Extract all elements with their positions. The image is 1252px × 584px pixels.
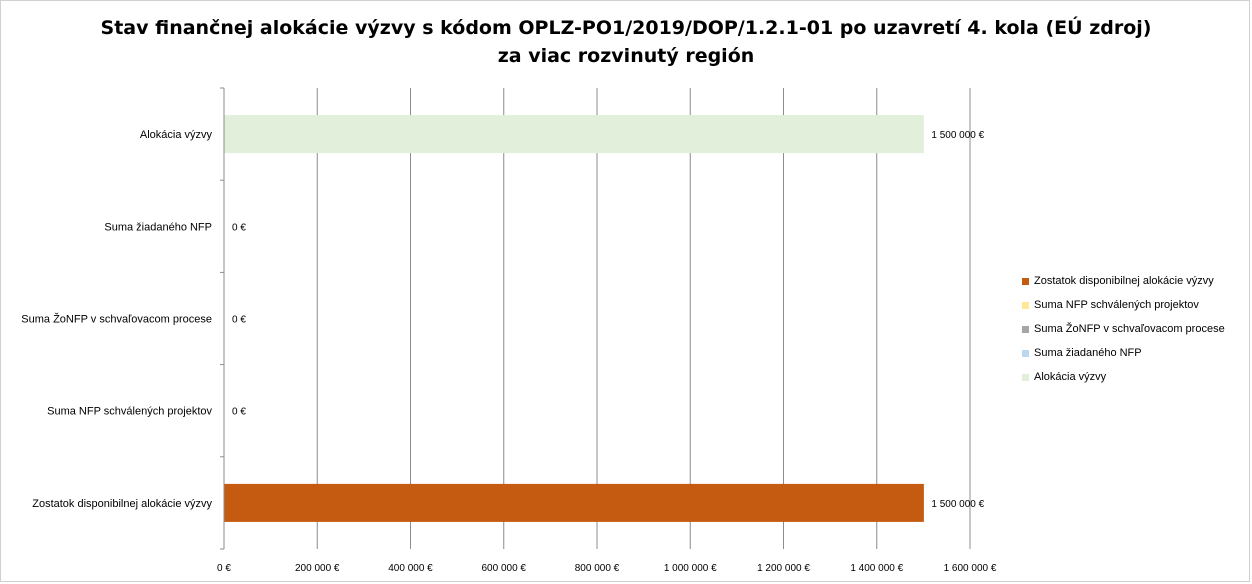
data-label-3: 0 € — [232, 407, 246, 418]
data-label-0: 1 500 000 € — [931, 130, 984, 141]
legend-swatch-1 — [1022, 301, 1029, 309]
category-label-0: Alokácia výzvy — [140, 129, 213, 141]
legend-item-3: Suma žiadaného NFP — [1022, 341, 1250, 365]
chart-title-line-2: za viac rozvinutý región — [497, 45, 755, 67]
legend-label-3: Suma žiadaného NFP — [1034, 347, 1142, 359]
legend-label-2: Suma ŽoNFP v schvaľovacom procese — [1034, 323, 1225, 335]
chart-title: Stav finančnej alokácie výzvy s kódom OP… — [0, 14, 1252, 70]
x-tick-label-5: 1 000 000 € — [664, 563, 717, 574]
category-label-3: Suma NFP schválených projektov — [47, 406, 212, 418]
category-label-4: Zostatok disponibilnej alokácie výzvy — [32, 498, 212, 510]
bar-4 — [224, 483, 924, 522]
category-label-2: Suma ŽoNFP v schvaľovacom procese — [21, 313, 212, 326]
x-tick-label-1: 200 000 € — [295, 563, 340, 574]
legend-swatch-0 — [1022, 277, 1029, 285]
data-label-4: 1 500 000 € — [931, 499, 984, 510]
legend-item-4: Alokácia výzvy — [1022, 365, 1250, 389]
legend-item-1: Suma NFP schválených projektov — [1022, 293, 1250, 317]
x-tick-label-8: 1 600 000 € — [944, 563, 997, 574]
x-tick-label-2: 400 000 € — [388, 563, 433, 574]
x-tick-label-6: 1 200 000 € — [757, 563, 810, 574]
x-tick-label-0: 0 € — [217, 563, 231, 574]
x-tick-label-7: 1 400 000 € — [850, 563, 903, 574]
category-label-1: Suma žiadaného NFP — [104, 221, 212, 233]
chart-title-line-1: Stav finančnej alokácie výzvy s kódom OP… — [100, 17, 1152, 39]
data-label-1: 0 € — [232, 222, 246, 233]
x-tick-label-4: 800 000 € — [575, 563, 620, 574]
legend-label-4: Alokácia výzvy — [1034, 371, 1107, 383]
legend-label-0: Zostatok disponibilnej alokácie výzvy — [1034, 275, 1214, 287]
legend: Zostatok disponibilnej alokácie výzvy Sum… — [1022, 269, 1250, 389]
x-tick-label-3: 600 000 € — [482, 563, 527, 574]
legend-swatch-4 — [1022, 373, 1029, 381]
legend-swatch-2 — [1022, 325, 1029, 333]
legend-swatch-3 — [1022, 349, 1029, 357]
data-label-2: 0 € — [232, 315, 246, 326]
bar-0 — [224, 115, 924, 154]
legend-item-0: Zostatok disponibilnej alokácie výzvy — [1022, 269, 1250, 293]
legend-item-2: Suma ŽoNFP v schvaľovacom procese — [1022, 317, 1250, 341]
legend-label-1: Suma NFP schválených projektov — [1034, 299, 1199, 311]
